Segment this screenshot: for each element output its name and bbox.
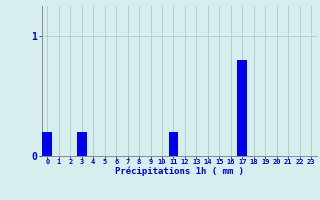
Bar [237,60,247,156]
Bar [43,132,52,156]
Bar [169,132,178,156]
X-axis label: Précipitations 1h ( mm ): Précipitations 1h ( mm ) [115,167,244,176]
Bar [77,132,87,156]
